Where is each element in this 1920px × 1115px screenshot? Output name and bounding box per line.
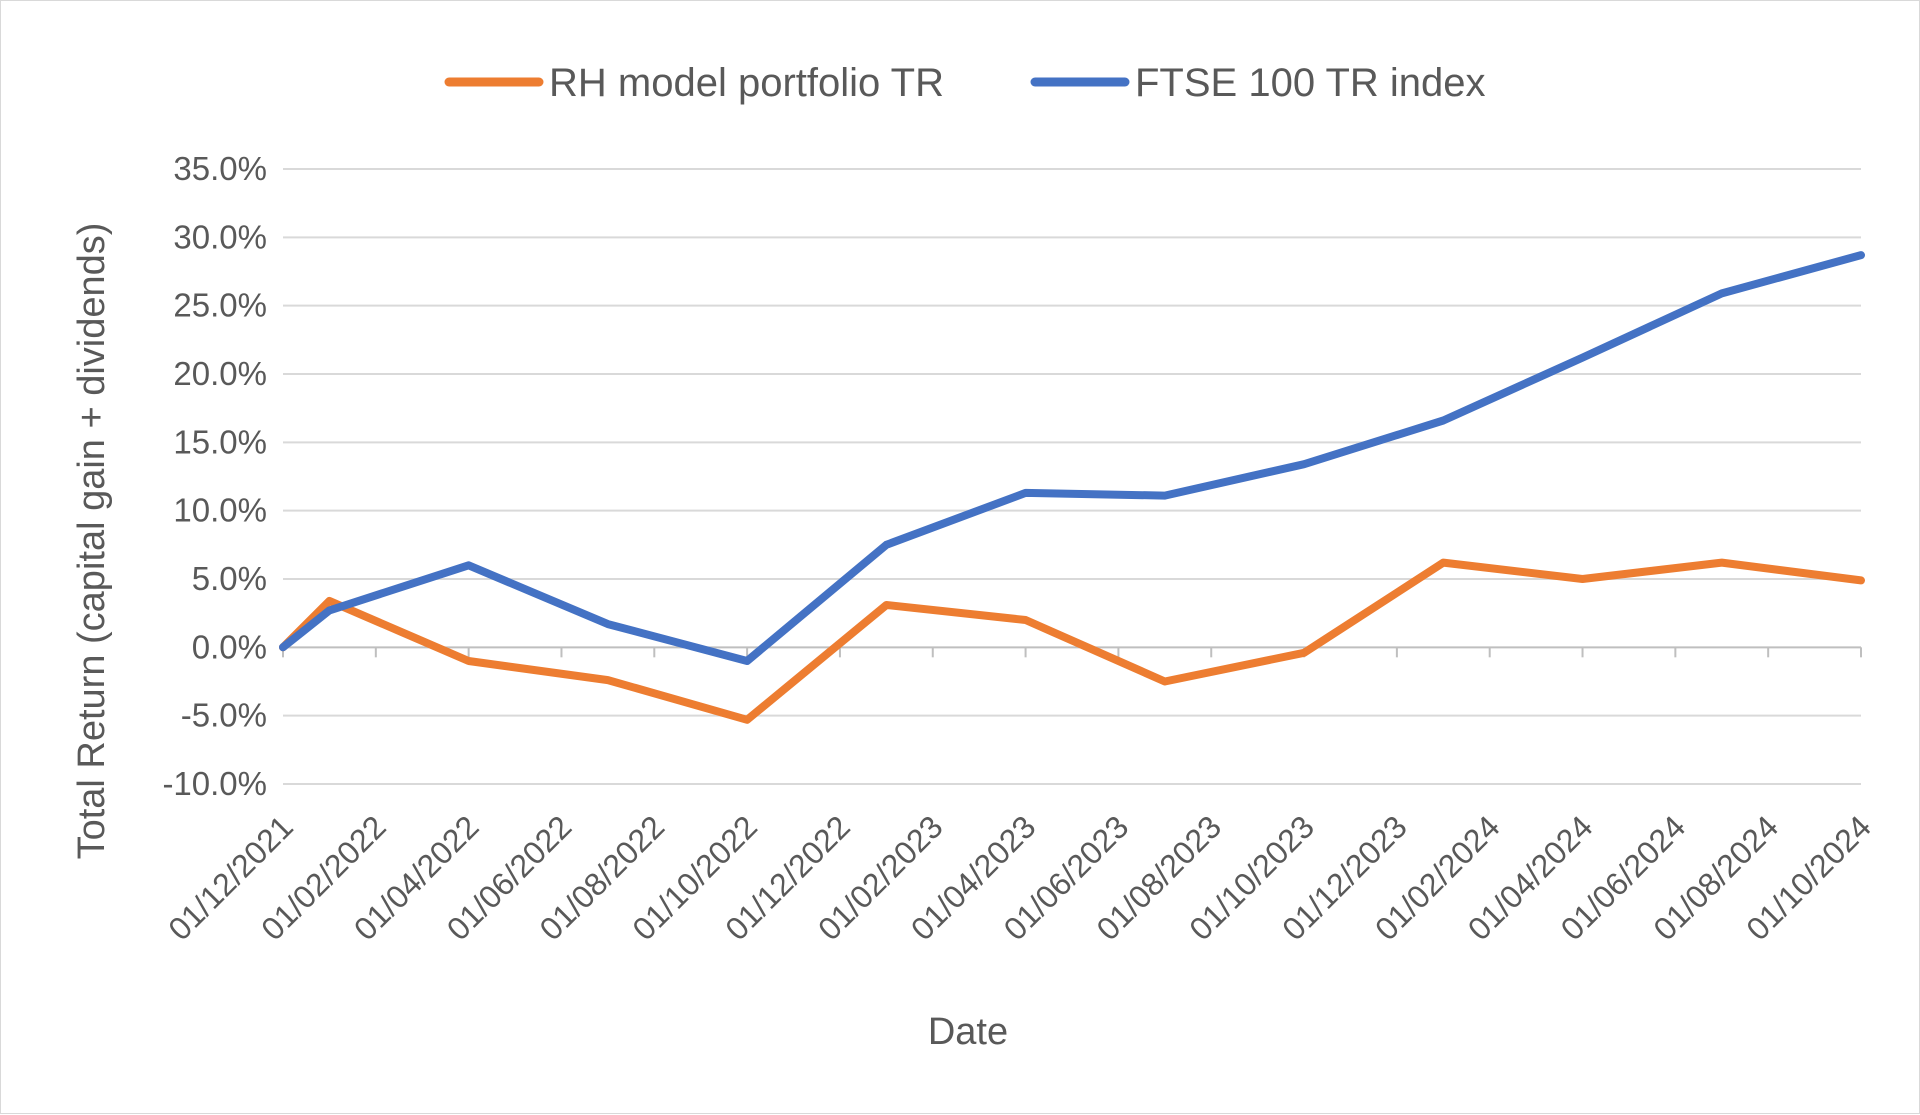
y-tick-label-30-0: 30.0% <box>173 218 267 255</box>
data-point-rh-model-portfolio-tr-9 <box>1440 559 1447 566</box>
y-tick-label-5-0: 5.0% <box>192 560 267 597</box>
data-point-rh-model-portfolio-tr-5 <box>883 602 890 608</box>
data-point-ftse-100-tr-index-0 <box>280 644 286 651</box>
data-point-ftse-100-tr-index-6 <box>1022 489 1029 496</box>
series-line-ftse-100-tr-index <box>279 251 1865 665</box>
y-tick-label-15-0: 15.0% <box>173 423 267 460</box>
data-point-ftse-100-tr-index-1 <box>326 607 333 614</box>
legend-label-ftse-100: FTSE 100 TR index <box>1135 61 1486 105</box>
data-point-ftse-100-tr-index-2 <box>465 562 472 569</box>
data-point-ftse-100-tr-index-5 <box>883 541 890 548</box>
y-tick-label-5-0: -5.0% <box>181 697 267 734</box>
y-axis-title: Total Return (capital gain + dividends) <box>71 223 113 860</box>
legend-entry-rh-portfolio: RH model portfolio TR <box>444 61 944 105</box>
data-point-rh-model-portfolio-tr-8 <box>1301 649 1308 656</box>
data-point-ftse-100-tr-index-12 <box>1858 252 1864 259</box>
data-point-ftse-100-tr-index-9 <box>1440 417 1447 424</box>
y-tick-label-25-0: 25.0% <box>173 287 267 324</box>
data-point-rh-model-portfolio-tr-6 <box>1022 617 1029 623</box>
data-point-ftse-100-tr-index-10 <box>1579 354 1586 361</box>
data-point-rh-model-portfolio-tr-12 <box>1858 577 1864 584</box>
data-point-rh-model-portfolio-tr-2 <box>465 658 472 664</box>
legend-label-rh-portfolio: RH model portfolio TR <box>549 61 944 105</box>
y-axis-tick-labels: 35.0% 30.0% 25.0% 20.0% 15.0% 10.0% 5.0% 0.0% -5… <box>162 150 267 802</box>
data-point-ftse-100-tr-index-8 <box>1301 461 1308 468</box>
data-point-rh-model-portfolio-tr-4 <box>744 716 751 723</box>
data-point-rh-model-portfolio-tr-10 <box>1579 576 1586 582</box>
data-point-ftse-100-tr-index-7 <box>1161 492 1168 499</box>
data-point-rh-model-portfolio-tr-7 <box>1161 678 1168 685</box>
y-tick-label-20-0: 20.0% <box>173 355 267 392</box>
data-point-rh-model-portfolio-tr-1 <box>326 597 333 604</box>
x-axis-title: Date <box>928 1011 1008 1053</box>
y-tick-label-0-0: 0.0% <box>192 628 267 665</box>
y-tick-label-35-0: 35.0% <box>173 150 267 187</box>
y-tick-label-10-0: 10.0% <box>173 492 267 529</box>
y-tick-label-10-0: -10.0% <box>162 765 267 802</box>
data-point-ftse-100-tr-index-3 <box>604 621 611 628</box>
data-point-ftse-100-tr-index-11 <box>1718 290 1725 297</box>
legend: RH model portfolio TR FTSE 100 TR index <box>444 61 1486 105</box>
data-point-ftse-100-tr-index-4 <box>744 658 751 664</box>
legend-entry-ftse-100: FTSE 100 TR index <box>1030 61 1486 105</box>
data-point-rh-model-portfolio-tr-3 <box>604 677 611 684</box>
series-lines <box>279 251 1865 724</box>
data-point-rh-model-portfolio-tr-11 <box>1718 559 1725 566</box>
x-axis-tick-labels: 01/12/202101/02/202201/04/202201/06/2022… <box>161 647 1878 947</box>
gridlines <box>283 168 1861 785</box>
